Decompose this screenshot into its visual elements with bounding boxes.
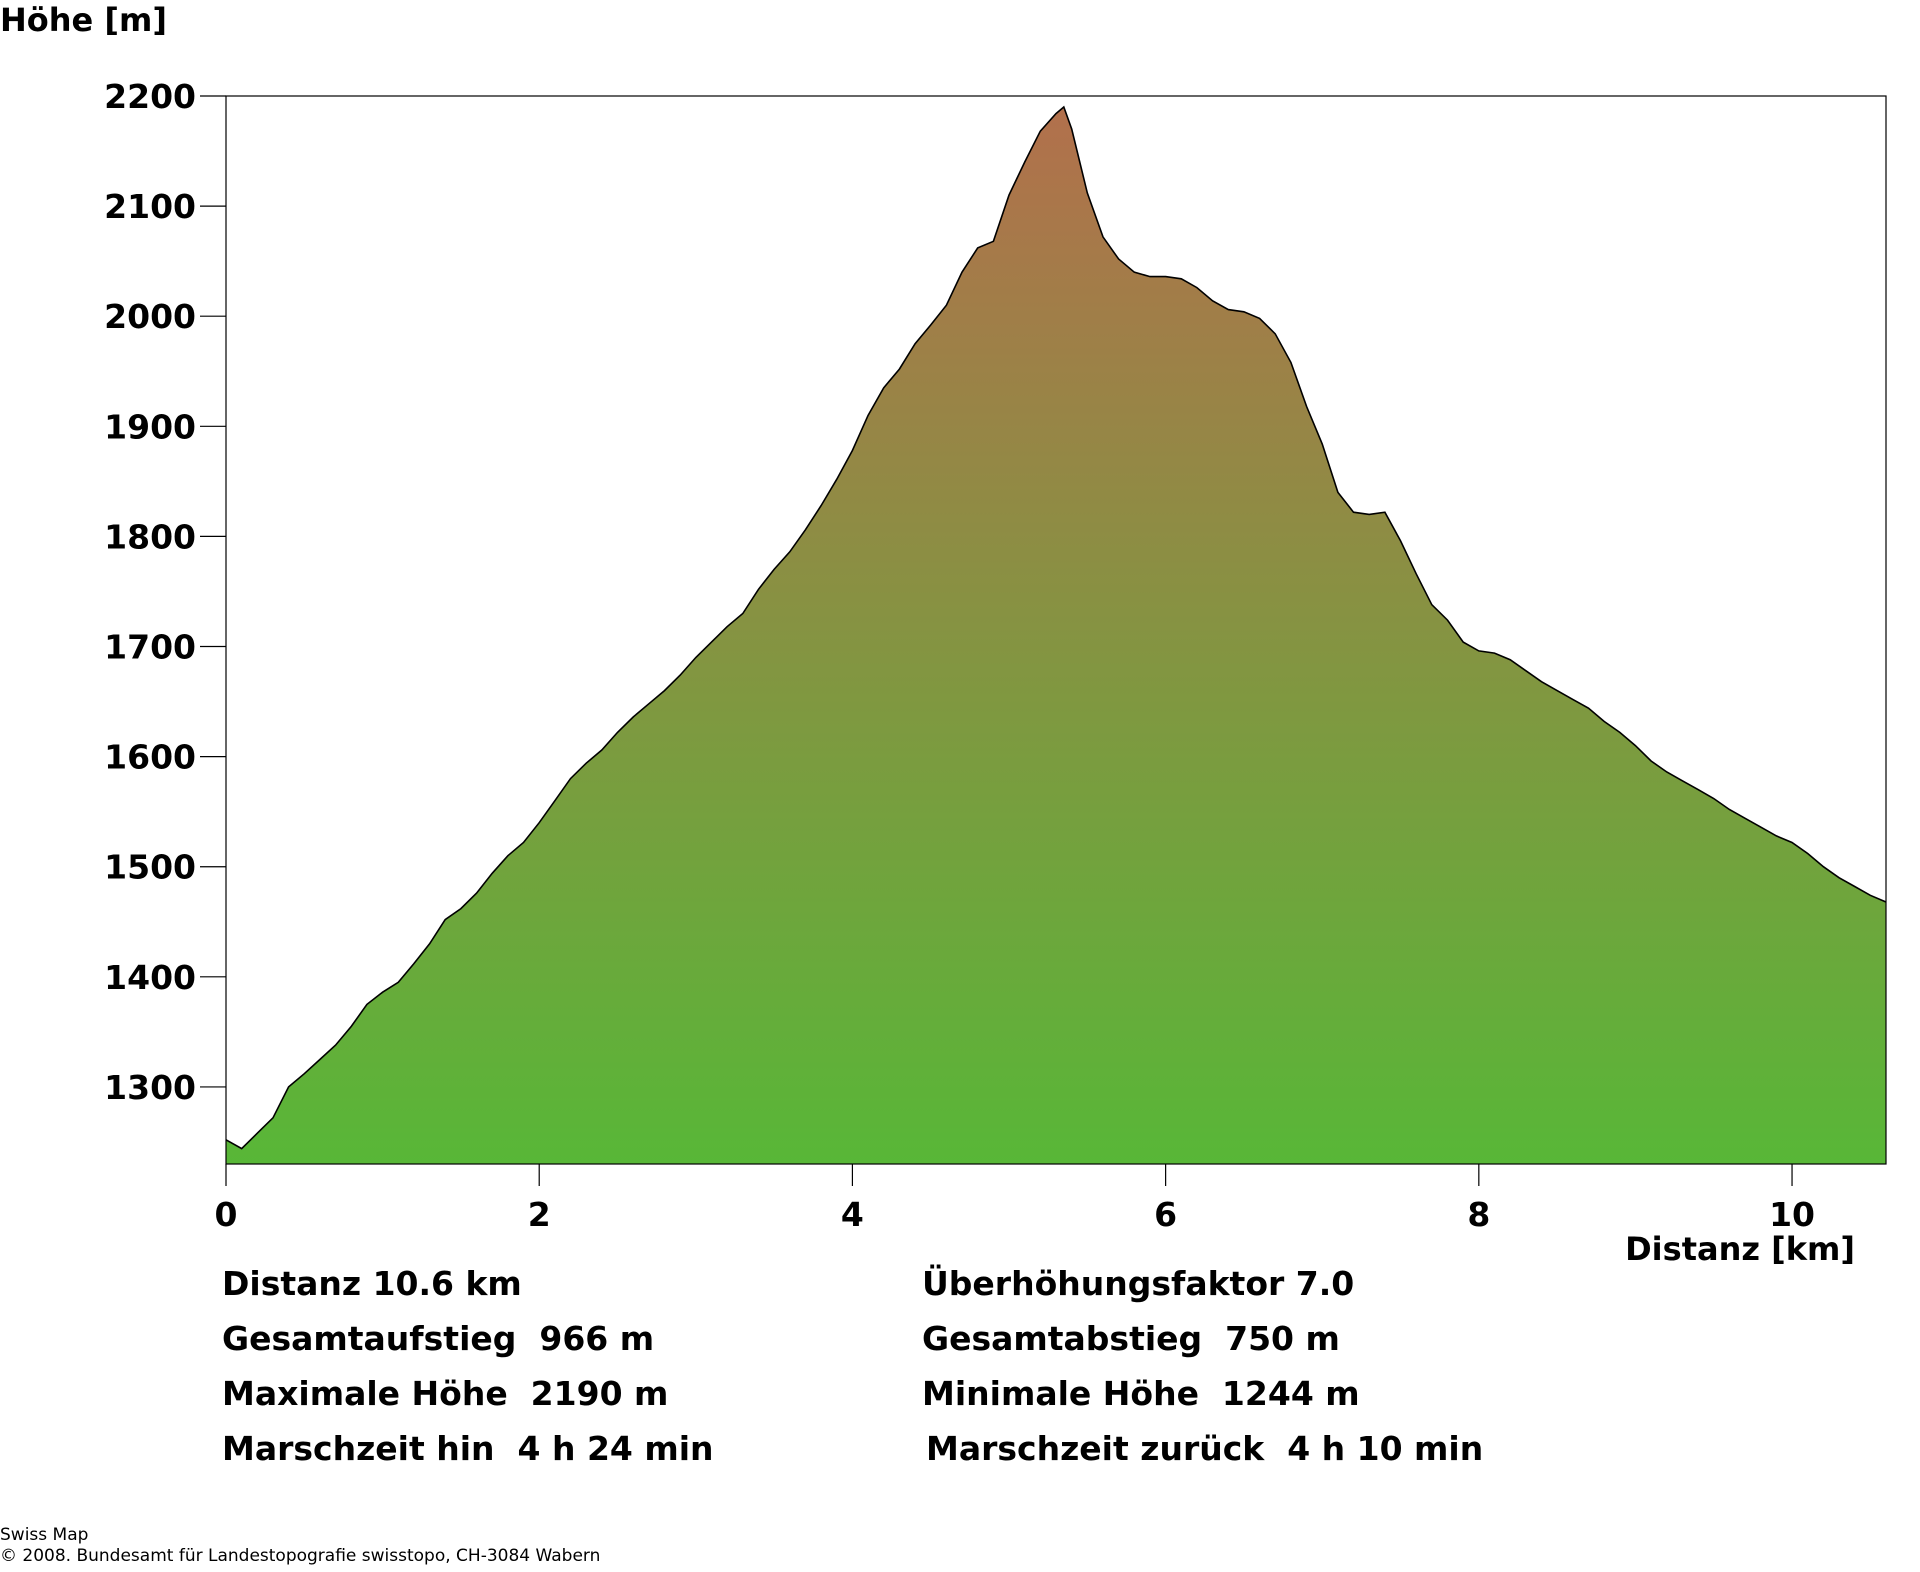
stat-max-height: Maximale Höhe 2190 m [222, 1374, 669, 1413]
x-tick-label: 4 [841, 1195, 864, 1234]
y-axis-label: Höhe [m] [0, 1, 167, 39]
credit-title: Swiss Map [0, 1525, 89, 1545]
stat-min-height: Minimale Höhe 1244 m [922, 1374, 1360, 1413]
elevation-area [226, 107, 1886, 1164]
y-tick-label: 1700 [104, 628, 196, 667]
stat-exaggeration: Überhöhungsfaktor 7.0 [922, 1264, 1355, 1303]
stat-time-back: Marschzeit zurück 4 h 10 min [926, 1429, 1484, 1468]
credit-copyright: © 2008. Bundesamt für Landestopografie s… [0, 1546, 601, 1566]
x-tick-label: 10 [1769, 1195, 1815, 1234]
x-axis-label: Distanz [km] [1625, 1230, 1855, 1268]
x-tick-label: 2 [528, 1195, 551, 1234]
x-tick-label: 6 [1154, 1195, 1177, 1234]
y-tick-label: 2200 [104, 77, 196, 116]
y-tick-label: 1900 [104, 407, 196, 446]
elevation-line [225, 105, 1887, 1150]
stat-ascent: Gesamtaufstieg 966 m [222, 1319, 655, 1358]
stat-distance: Distanz 10.6 km [222, 1264, 522, 1303]
stat-descent: Gesamtabstieg 750 m [922, 1319, 1340, 1358]
y-tick-label: 1500 [104, 848, 196, 887]
x-tick-label: 0 [215, 1195, 238, 1234]
plot-frame [225, 95, 1887, 1165]
y-tick-label: 2100 [104, 187, 196, 226]
stat-time-there: Marschzeit hin 4 h 24 min [222, 1429, 714, 1468]
x-tick-label: 8 [1467, 1195, 1490, 1234]
y-tick-label: 1300 [104, 1068, 196, 1107]
y-tick-label: 2000 [104, 297, 196, 336]
y-tick-label: 1600 [104, 738, 196, 777]
y-tick-label: 1400 [104, 958, 196, 997]
y-tick-label: 1800 [104, 517, 196, 556]
